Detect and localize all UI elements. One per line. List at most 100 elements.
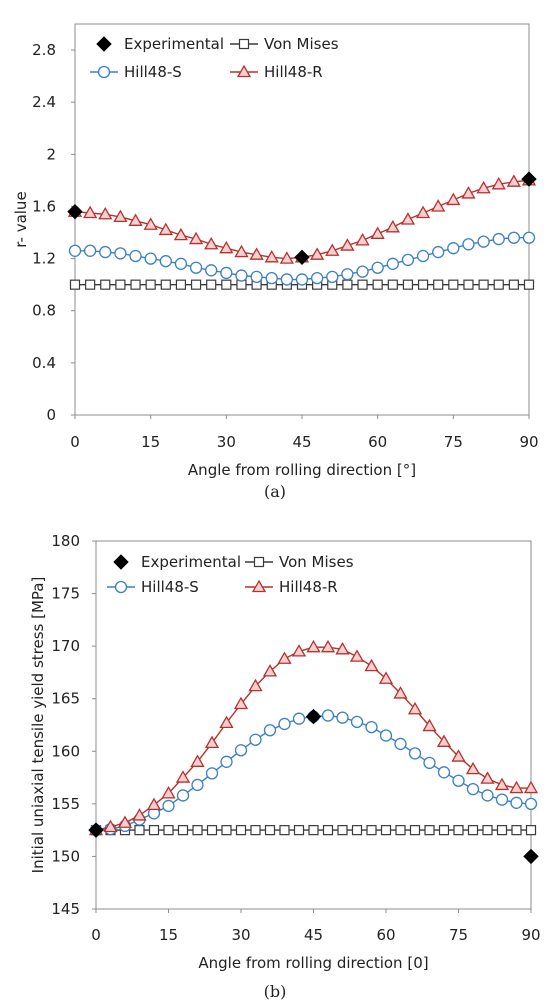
point-hill48-r bbox=[219, 715, 234, 729]
point-hill48-r bbox=[370, 226, 385, 239]
point-hill48-r bbox=[494, 777, 510, 791]
y-tick-label: 155 bbox=[51, 795, 80, 813]
point-experimental bbox=[67, 203, 83, 220]
point-hill48-r bbox=[476, 180, 491, 194]
point-hill48-r bbox=[161, 786, 176, 799]
point-hill48-r bbox=[190, 754, 205, 767]
point-hill48-r bbox=[325, 243, 340, 256]
point-von-mises bbox=[308, 825, 319, 836]
point-hill48-r bbox=[158, 222, 173, 236]
point-hill48-s bbox=[401, 253, 415, 267]
point-von-mises bbox=[100, 279, 111, 290]
point-hill48-r bbox=[523, 780, 539, 794]
legend-marker bbox=[253, 556, 265, 568]
point-von-mises bbox=[163, 825, 174, 836]
point-hill48-s bbox=[447, 242, 460, 255]
point-hill48-r bbox=[509, 780, 524, 794]
y-tick-label: 0.8 bbox=[32, 302, 56, 320]
point-von-mises bbox=[221, 825, 232, 836]
legend-item-hill48-r: Hill48-R bbox=[245, 578, 338, 596]
point-von-mises bbox=[525, 825, 537, 836]
legend-item-experimental: Experimental bbox=[96, 35, 224, 53]
point-von-mises bbox=[148, 825, 160, 836]
y-axis-label: Initial uniaxial tensile yield stress [M… bbox=[29, 577, 47, 874]
point-experimental bbox=[294, 249, 310, 266]
point-hill48-r bbox=[306, 639, 321, 653]
point-von-mises bbox=[448, 279, 459, 290]
point-hill48-r bbox=[340, 238, 355, 251]
point-hill48-r bbox=[461, 186, 476, 199]
point-hill48-s bbox=[495, 793, 509, 806]
x-tick-label: 60 bbox=[376, 926, 395, 944]
legend-item-hill48-s: Hill48-S bbox=[90, 63, 182, 81]
point-hill48-s bbox=[462, 238, 475, 251]
point-hill48-s bbox=[280, 273, 294, 286]
point-von-mises bbox=[69, 279, 81, 290]
point-hill48-s bbox=[371, 261, 384, 274]
series-von-mises bbox=[90, 825, 537, 836]
point-von-mises bbox=[177, 825, 189, 836]
x-tick-label: 45 bbox=[292, 433, 311, 451]
point-von-mises bbox=[523, 279, 535, 290]
point-von-mises bbox=[264, 825, 276, 836]
point-hill48-s bbox=[250, 270, 263, 283]
x-tick-label: 75 bbox=[449, 926, 468, 944]
point-hill48-s bbox=[336, 711, 349, 724]
point-hill48-s bbox=[220, 266, 233, 280]
point-hill48-r bbox=[335, 641, 350, 655]
point-hill48-s bbox=[522, 231, 536, 244]
point-von-mises bbox=[279, 825, 290, 836]
chart-a: 0 0.4 0.8 1.2 1.6 2 2.4 2.8 0 15 30 45 60 75 90 Angle f… bbox=[12, 23, 539, 501]
point-hill48-s bbox=[379, 729, 393, 742]
point-hill48-r bbox=[248, 678, 263, 692]
point-hill48-r bbox=[320, 639, 336, 653]
point-von-mises bbox=[463, 279, 474, 290]
point-hill48-r bbox=[385, 220, 400, 233]
point-hill48-r bbox=[422, 718, 437, 732]
point-hill48-s bbox=[510, 796, 523, 809]
point-hill48-r bbox=[233, 696, 249, 710]
y-tick-label: 150 bbox=[51, 847, 80, 865]
point-hill48-s bbox=[83, 244, 97, 257]
point-hill48-s bbox=[477, 235, 490, 248]
point-hill48-s bbox=[452, 774, 465, 787]
legend-marker bbox=[236, 64, 252, 78]
point-von-mises bbox=[206, 279, 217, 290]
point-hill48-r bbox=[173, 227, 189, 241]
point-von-mises bbox=[134, 825, 145, 836]
point-hill48-s bbox=[466, 782, 480, 796]
point-von-mises bbox=[417, 279, 429, 290]
legend-label: Experimental bbox=[141, 553, 241, 571]
legend-label: Hill48-S bbox=[141, 578, 199, 596]
point-hill48-r bbox=[436, 734, 452, 747]
point-hill48-r bbox=[407, 701, 423, 715]
point-von-mises bbox=[409, 825, 421, 836]
point-von-mises bbox=[493, 279, 504, 290]
legend-marker bbox=[114, 580, 128, 594]
x-tick-label: 90 bbox=[521, 926, 540, 944]
point-hill48-r bbox=[103, 819, 118, 833]
x-tick-label: 15 bbox=[141, 433, 160, 451]
y-tick-label: 0 bbox=[46, 406, 56, 424]
point-von-mises bbox=[250, 825, 261, 836]
point-hill48-s bbox=[423, 756, 436, 770]
point-hill48-r bbox=[262, 664, 278, 677]
point-hill48-r bbox=[146, 797, 162, 811]
point-hill48-s bbox=[350, 715, 364, 728]
point-von-mises bbox=[160, 279, 171, 290]
y-tick-label: 1.6 bbox=[32, 197, 56, 215]
point-hill48-s bbox=[356, 265, 369, 278]
point-hill48-r bbox=[393, 686, 408, 699]
plot-area bbox=[95, 540, 532, 910]
x-tick-label: 45 bbox=[304, 926, 323, 944]
point-hill48-r bbox=[355, 233, 370, 246]
point-hill48-s bbox=[481, 789, 494, 802]
x-tick-label: 60 bbox=[368, 433, 387, 451]
x-tick-label: 90 bbox=[519, 433, 538, 451]
point-hill48-s bbox=[326, 270, 339, 283]
point-von-mises bbox=[380, 825, 392, 836]
y-tick-label: 180 bbox=[51, 532, 80, 550]
legend-marker bbox=[251, 579, 267, 593]
point-hill48-s bbox=[437, 766, 451, 779]
point-hill48-s bbox=[99, 245, 112, 259]
